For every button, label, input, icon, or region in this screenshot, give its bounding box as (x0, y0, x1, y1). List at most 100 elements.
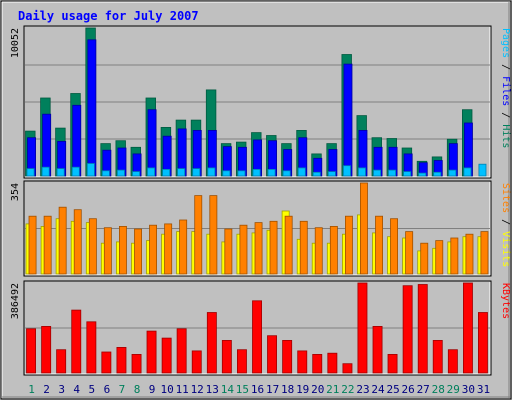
x-tick-label: 30 (462, 383, 475, 396)
x-tick-label: 24 (371, 383, 385, 396)
x-tick-label: 11 (176, 383, 189, 396)
bar-kbytes-day-1 (26, 328, 37, 374)
series-pages (26, 163, 487, 177)
bar-pages-day-2 (41, 166, 50, 177)
bar-pages-day-6 (101, 170, 110, 177)
bar-kbytes-day-14 (221, 339, 232, 374)
bar-kbytes-day-10 (161, 337, 172, 374)
bar-pages-day-18 (282, 170, 291, 177)
bar-kbytes-day-9 (146, 330, 157, 374)
bar-kbytes-day-4 (71, 309, 82, 374)
y-axis-label: KBytes (500, 283, 511, 319)
x-tick-label: 20 (311, 383, 324, 396)
bar-kbytes-day-12 (191, 350, 202, 374)
bar-kbytes-day-17 (267, 335, 278, 374)
bar-sites-day-1 (28, 215, 37, 275)
bar-sites-day-2 (43, 215, 52, 275)
x-tick-label: 10 (160, 383, 173, 396)
bar-kbytes-day-29 (447, 349, 458, 374)
bar-pages-day-23 (357, 167, 366, 177)
x-tick-label: 31 (477, 383, 490, 396)
bar-sites-day-6 (103, 227, 112, 275)
bar-pages-day-20 (312, 171, 321, 177)
y-axis-label-part: Visits (500, 231, 511, 267)
x-tick-label: 12 (191, 383, 204, 396)
bar-pages-day-27 (418, 172, 427, 177)
bar-kbytes-day-28 (432, 339, 443, 374)
bar-kbytes-day-22 (342, 363, 353, 374)
bar-sites-day-18 (284, 215, 293, 275)
bar-sites-day-9 (149, 224, 157, 275)
bar-kbytes-day-27 (417, 284, 428, 374)
bar-sites-day-31 (480, 231, 489, 275)
bar-sites-day-12 (194, 195, 203, 275)
x-tick-label: 28 (432, 383, 445, 396)
x-tick-label: 14 (221, 383, 235, 396)
bar-pages-day-17 (267, 168, 276, 177)
y-max-label: 10052 (10, 28, 21, 58)
y-axis-label-part: Hits (500, 124, 511, 148)
chart-title: Daily usage for July 2007 (18, 9, 199, 23)
bar-kbytes-day-6 (101, 351, 112, 374)
bar-files-day-9 (147, 109, 157, 177)
x-tick-label: 9 (149, 383, 156, 396)
bar-sites-day-25 (390, 218, 398, 275)
bar-files-day-4 (72, 104, 82, 177)
panel-hits-files-pages: 10052 Pages / Files / Hits (10, 25, 511, 179)
x-tick-label: 25 (386, 383, 399, 396)
y-axis-label: Pages / Files / Hits (500, 28, 511, 148)
bar-sites-day-28 (435, 240, 444, 275)
x-tick-label: 27 (417, 383, 430, 396)
bar-sites-day-17 (269, 220, 278, 275)
x-tick-label: 8 (134, 383, 141, 396)
bar-pages-day-12 (192, 168, 201, 177)
y-axis-label-part: / (500, 58, 511, 76)
x-tick-label: 22 (341, 383, 354, 396)
bar-pages-day-7 (117, 169, 125, 177)
series-sites (28, 182, 489, 275)
bar-pages-day-11 (177, 168, 186, 177)
bar-pages-day-9 (147, 167, 155, 177)
x-tick-label: 16 (251, 383, 264, 396)
x-tick-label: 17 (266, 383, 279, 396)
bar-sites-day-3 (58, 206, 67, 275)
bar-files-day-2 (42, 113, 52, 177)
bar-sites-day-22 (344, 215, 353, 275)
bar-kbytes-day-23 (357, 282, 368, 374)
bar-sites-day-20 (314, 227, 323, 275)
bar-pages-day-19 (297, 167, 306, 177)
bar-pages-day-22 (342, 165, 351, 177)
x-tick-label: 6 (104, 383, 111, 396)
x-tick-label: 18 (281, 383, 294, 396)
bar-pages-day-30 (463, 167, 472, 177)
bar-sites-day-11 (179, 219, 188, 275)
bar-kbytes-day-3 (56, 349, 67, 374)
x-tick-label: 15 (236, 383, 249, 396)
y-max-label: 386492 (10, 283, 21, 319)
x-tick-label: 2 (43, 383, 50, 396)
bar-files-day-5 (87, 39, 97, 177)
bar-kbytes-day-20 (312, 353, 323, 374)
y-axis-label-part: KBytes (500, 283, 511, 319)
bar-pages-day-8 (132, 171, 140, 177)
bar-sites-day-13 (209, 195, 218, 275)
bar-kbytes-day-16 (252, 300, 263, 374)
y-axis-label-part: Files (500, 76, 511, 106)
bar-pages-day-3 (56, 168, 65, 177)
panel-kbytes: 386492 KBytes (10, 280, 511, 376)
bar-sites-day-7 (119, 225, 127, 275)
x-tick-label: 26 (401, 383, 414, 396)
bar-sites-day-4 (73, 209, 82, 275)
bar-pages-day-1 (26, 168, 35, 177)
bar-sites-day-5 (88, 218, 97, 275)
x-tick-label: 7 (119, 383, 126, 396)
bar-kbytes-day-31 (477, 312, 488, 374)
bar-pages-day-26 (403, 171, 412, 177)
x-tick-label: 21 (326, 383, 339, 396)
x-tick-label: 29 (447, 383, 460, 396)
bar-kbytes-day-25 (387, 353, 398, 374)
bar-pages-day-13 (207, 167, 216, 177)
bar-sites-day-16 (254, 222, 263, 275)
bar-pages-day-5 (86, 163, 95, 177)
bar-kbytes-day-8 (131, 353, 142, 374)
